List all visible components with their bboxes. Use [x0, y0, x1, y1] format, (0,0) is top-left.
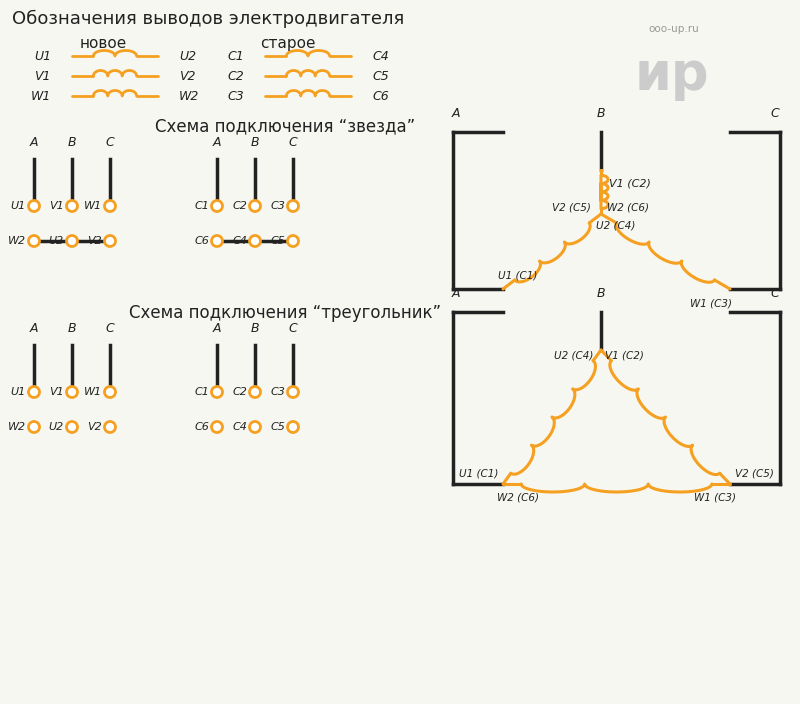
Text: W2 (C6): W2 (C6) [497, 493, 539, 503]
Circle shape [29, 422, 39, 432]
Text: Обозначения выводов электродвигателя: Обозначения выводов электродвигателя [12, 10, 404, 28]
Text: A: A [213, 136, 222, 149]
Text: A: A [452, 107, 460, 120]
Text: V1 (C2): V1 (C2) [609, 179, 651, 189]
Circle shape [66, 386, 78, 398]
Text: C5: C5 [270, 236, 285, 246]
Circle shape [29, 386, 39, 398]
Text: A: A [30, 322, 38, 335]
Circle shape [105, 386, 115, 398]
Circle shape [250, 236, 261, 246]
Text: V2: V2 [87, 422, 102, 432]
Text: W2: W2 [8, 236, 26, 246]
Text: U2: U2 [49, 236, 64, 246]
Circle shape [211, 236, 222, 246]
Text: C3: C3 [227, 89, 244, 103]
Circle shape [29, 201, 39, 211]
Text: V2: V2 [179, 70, 195, 82]
Text: B: B [68, 322, 76, 335]
Circle shape [250, 422, 261, 432]
Text: C: C [106, 136, 114, 149]
Circle shape [287, 236, 298, 246]
Text: C2: C2 [232, 201, 247, 211]
Text: U1: U1 [10, 387, 26, 397]
Text: V2 (C5): V2 (C5) [552, 203, 591, 213]
Text: C: C [770, 107, 779, 120]
Text: W2: W2 [8, 422, 26, 432]
Circle shape [287, 422, 298, 432]
Text: B: B [68, 136, 76, 149]
Text: W2 (C6): W2 (C6) [607, 203, 649, 213]
Text: C6: C6 [372, 89, 389, 103]
Text: C1: C1 [194, 201, 209, 211]
Text: W1: W1 [84, 201, 102, 211]
Text: C1: C1 [227, 49, 244, 63]
Text: V2: V2 [87, 236, 102, 246]
Text: W1: W1 [30, 89, 51, 103]
Text: B: B [250, 322, 259, 335]
Text: C2: C2 [232, 387, 247, 397]
Circle shape [250, 201, 261, 211]
Circle shape [105, 201, 115, 211]
Text: U1: U1 [10, 201, 26, 211]
Text: C: C [289, 136, 298, 149]
Text: V1: V1 [34, 70, 51, 82]
Circle shape [211, 422, 222, 432]
Circle shape [105, 422, 115, 432]
Text: W2: W2 [179, 89, 199, 103]
Text: A: A [30, 136, 38, 149]
Text: W1: W1 [84, 387, 102, 397]
Text: A: A [213, 322, 222, 335]
Text: C: C [106, 322, 114, 335]
Text: C2: C2 [227, 70, 244, 82]
Text: B: B [597, 287, 606, 300]
Text: ир: ир [635, 49, 710, 101]
Text: Схема подключения “треугольник”: Схема подключения “треугольник” [129, 304, 441, 322]
Text: C6: C6 [194, 236, 209, 246]
Text: W1 (C3): W1 (C3) [690, 298, 732, 308]
Circle shape [66, 201, 78, 211]
Text: A: A [452, 287, 460, 300]
Text: C4: C4 [372, 49, 389, 63]
Text: ooo-up.ru: ooo-up.ru [648, 24, 698, 34]
Text: V2 (C5): V2 (C5) [735, 469, 774, 479]
Circle shape [287, 386, 298, 398]
Text: W1 (C3): W1 (C3) [694, 493, 736, 503]
Text: C3: C3 [270, 201, 285, 211]
Circle shape [287, 201, 298, 211]
Text: U2: U2 [49, 422, 64, 432]
Text: C: C [770, 287, 779, 300]
Text: C4: C4 [232, 422, 247, 432]
Circle shape [250, 386, 261, 398]
Text: Схема подключения “звезда”: Схема подключения “звезда” [155, 117, 415, 135]
Circle shape [66, 422, 78, 432]
Text: старое: старое [260, 36, 315, 51]
Text: V1: V1 [50, 201, 64, 211]
Text: V1: V1 [50, 387, 64, 397]
Text: U1 (C1): U1 (C1) [458, 469, 498, 479]
Text: U1 (C1): U1 (C1) [498, 270, 538, 280]
Text: V1 (C2): V1 (C2) [605, 350, 644, 360]
Text: U1: U1 [34, 49, 51, 63]
Text: U2 (C4): U2 (C4) [596, 221, 635, 231]
Circle shape [29, 236, 39, 246]
Text: C6: C6 [194, 422, 209, 432]
Circle shape [66, 236, 78, 246]
Text: C1: C1 [194, 387, 209, 397]
Text: C3: C3 [270, 387, 285, 397]
Text: C: C [289, 322, 298, 335]
Circle shape [211, 386, 222, 398]
Text: новое: новое [80, 36, 127, 51]
Text: C5: C5 [270, 422, 285, 432]
Text: B: B [250, 136, 259, 149]
Circle shape [211, 201, 222, 211]
Text: B: B [597, 107, 606, 120]
Text: C5: C5 [372, 70, 389, 82]
Circle shape [105, 236, 115, 246]
Text: U2: U2 [179, 49, 196, 63]
Text: U2 (C4): U2 (C4) [554, 350, 593, 360]
Text: C4: C4 [232, 236, 247, 246]
